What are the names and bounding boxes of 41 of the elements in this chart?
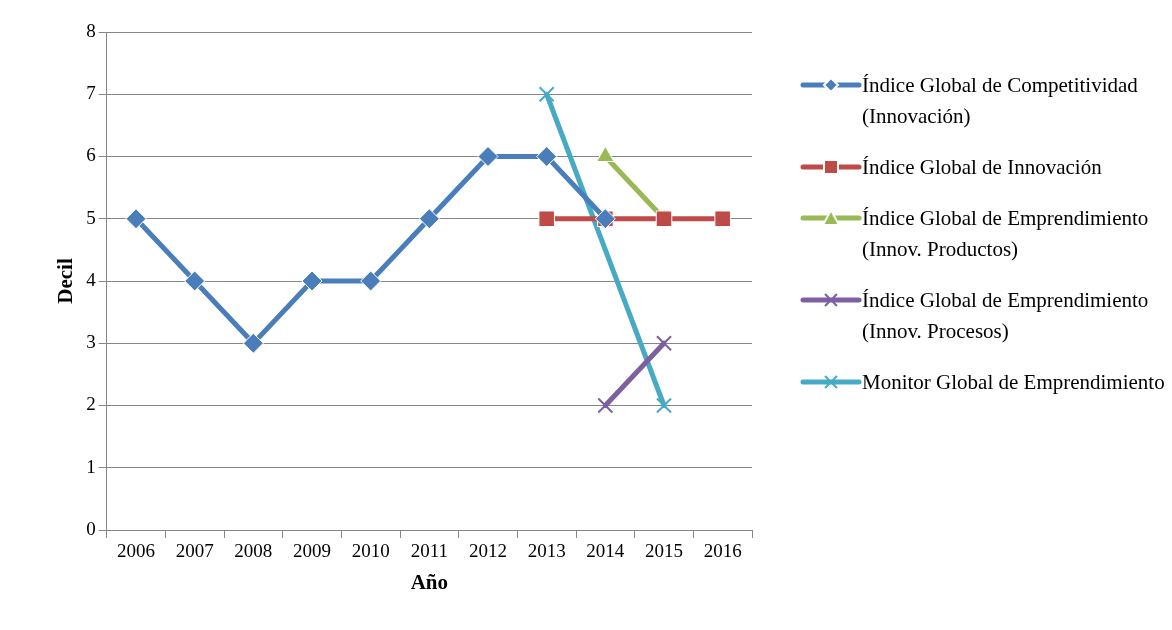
x-axis-title: Año — [410, 569, 449, 594]
x-tick-label: 2016 — [703, 540, 742, 562]
legend-label: Monitor Global de Emprendimiento — [862, 369, 1165, 396]
point — [655, 397, 673, 414]
point — [538, 210, 555, 228]
y-tick-label: 1 — [86, 455, 96, 477]
y-tick-label: 5 — [86, 206, 96, 228]
point — [418, 208, 440, 230]
x-tick-label: 2015 — [645, 540, 683, 562]
point — [242, 332, 264, 354]
legend-label: Índice Global de Emprendimiento (Innov. Procesos) — [862, 287, 1150, 345]
point — [714, 210, 731, 228]
point — [301, 270, 323, 292]
legend-label: Índice Global de Innovación — [862, 154, 1102, 181]
y-tick-label: 2 — [86, 393, 96, 415]
x-tick-label: 2013 — [527, 540, 566, 562]
point — [655, 335, 673, 352]
x-tick-label: 2006 — [117, 540, 156, 562]
point — [125, 208, 147, 230]
y-tick-label: 6 — [86, 144, 96, 166]
y-tick-label: 3 — [86, 331, 96, 353]
legend-label: Índice Global de Emprendimiento (Innov. Productos) — [862, 205, 1150, 263]
point — [184, 270, 206, 292]
y-tick-label: 0 — [86, 517, 96, 539]
y-axis-title: Decil — [53, 258, 78, 304]
x-tick-label: 2014 — [586, 540, 625, 562]
legend-label: Índice Global de Competitividad (Innovación) — [862, 72, 1139, 130]
x-tick-label: 2008 — [234, 540, 273, 562]
point — [360, 270, 382, 292]
point — [536, 146, 558, 167]
y-tick-label: 7 — [86, 82, 96, 104]
point — [597, 397, 614, 414]
x-tick-label: 2011 — [410, 540, 448, 562]
point — [477, 146, 499, 167]
y-tick-label: 8 — [86, 19, 96, 41]
x-tick-label: 2009 — [293, 540, 332, 562]
y-tick-label: 4 — [86, 268, 97, 290]
point — [538, 86, 555, 103]
x-tick-label: 2007 — [175, 540, 214, 562]
x-tick-label: 2012 — [469, 540, 508, 562]
x-tick-label: 2010 — [351, 540, 390, 562]
